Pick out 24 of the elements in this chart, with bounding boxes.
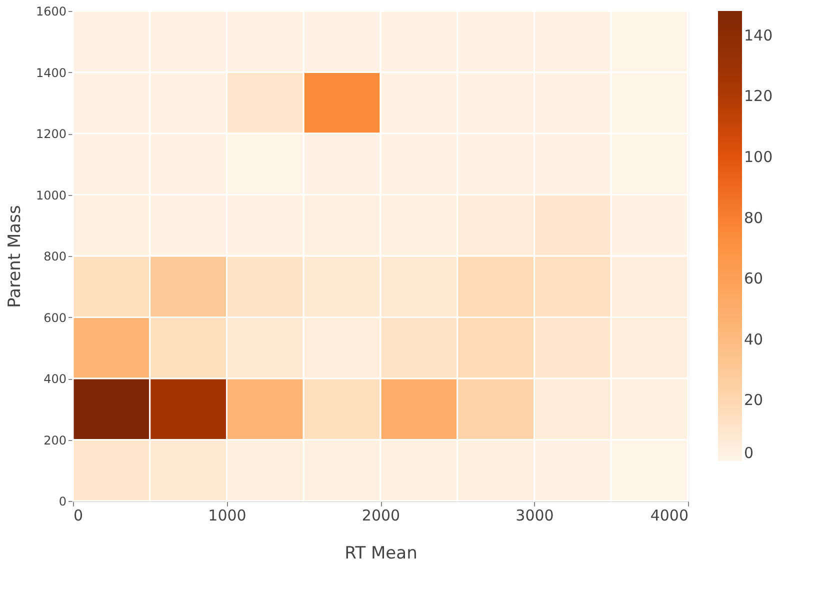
y-tick-label: 1400: [36, 66, 66, 80]
y-tick-label: 0: [58, 494, 66, 508]
color-bar-label: 120: [744, 87, 773, 106]
x-tick-label: 2000: [362, 506, 400, 524]
y-tick-label: 200: [44, 433, 66, 448]
color-bar-label: 140: [744, 26, 773, 44]
color-bar-label: 60: [744, 270, 764, 288]
color-bar-label: 0: [744, 444, 754, 462]
color-bar-label: 40: [744, 330, 764, 348]
x-tick-label: 1000: [208, 506, 246, 524]
color-bar-label: 100: [744, 148, 773, 166]
y-tick-label: 1000: [36, 188, 66, 202]
y-tick-label: 800: [44, 250, 66, 264]
y-tick-label: 1200: [36, 127, 66, 141]
y-tick-label: 400: [44, 372, 66, 386]
color-bar-label: 20: [744, 391, 764, 410]
x-tick-label: 4000: [650, 506, 688, 524]
y-axis-title: Parent Mass: [4, 205, 25, 308]
y-tick-label: 1600: [36, 4, 66, 18]
x-tick-label: 3000: [516, 506, 554, 524]
y-tick-label: 600: [44, 310, 66, 325]
x-tick-label: 0: [74, 506, 84, 524]
color-bar-label: 80: [744, 208, 764, 227]
x-axis-title: RT Mean: [344, 544, 418, 564]
